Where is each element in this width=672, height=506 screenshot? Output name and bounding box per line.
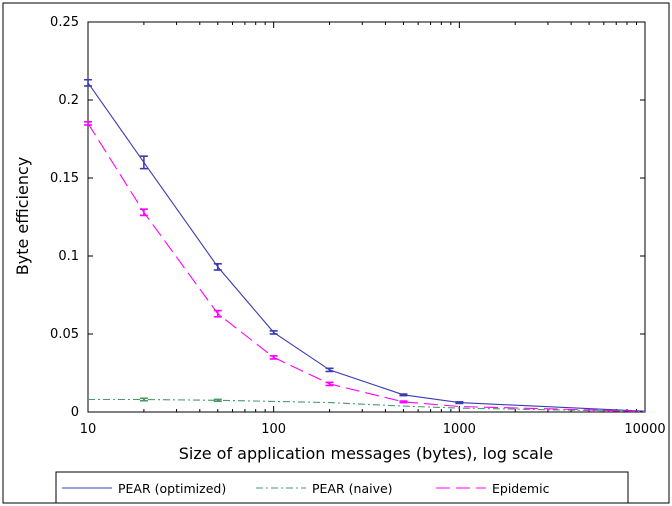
series-2-error-bar (213, 398, 222, 403)
series-1-error-bar (213, 262, 222, 271)
series-3-error-bar (325, 381, 334, 387)
series-3-error-bar (84, 121, 92, 126)
series-2-error-bar (139, 397, 148, 402)
legend-box (55, 471, 629, 504)
series-3-error-bar (139, 208, 148, 217)
series-3-line (87, 123, 646, 412)
x-tick-label: 1000 (443, 422, 476, 437)
y-tick-label: 0.2 (58, 93, 79, 108)
series-3-error-bar (399, 400, 408, 404)
legend: PEAR (optimized) PEAR (naive) Epidemic (55, 471, 629, 504)
x-tick-label: 10000 (624, 422, 665, 437)
legend-label-series-3: Epidemic (492, 481, 550, 496)
plot-area-frame (87, 21, 646, 413)
series-3-error-bar (213, 309, 222, 318)
x-tick-label: 100 (261, 422, 286, 437)
y-tick-label: 0 (71, 405, 79, 420)
series-1-error-bar (84, 78, 92, 87)
series-1-error-bar (139, 155, 148, 170)
series-1-line (87, 82, 646, 412)
y-tick-label: 0.15 (50, 171, 79, 186)
series-1-error-bar (455, 401, 464, 405)
y-tick-label: 0.1 (58, 249, 79, 264)
series-3-error-bar (269, 355, 278, 360)
y-tick-label: 0.25 (50, 15, 79, 30)
legend-label-series-2: PEAR (naive) (312, 481, 393, 496)
series-1-error-bar (325, 367, 334, 373)
series-1-error-bar (399, 393, 408, 397)
y-tick-label: 0.05 (50, 327, 79, 342)
legend-label-series-1: PEAR (optimized) (118, 481, 226, 496)
series-1-error-bar (269, 330, 278, 335)
series-2-line (88, 398, 646, 413)
x-tick-label: 10 (80, 422, 97, 437)
y-axis-title: Byte efficiency (13, 157, 32, 275)
x-axis-title: Size of application messages (bytes), lo… (179, 444, 554, 463)
